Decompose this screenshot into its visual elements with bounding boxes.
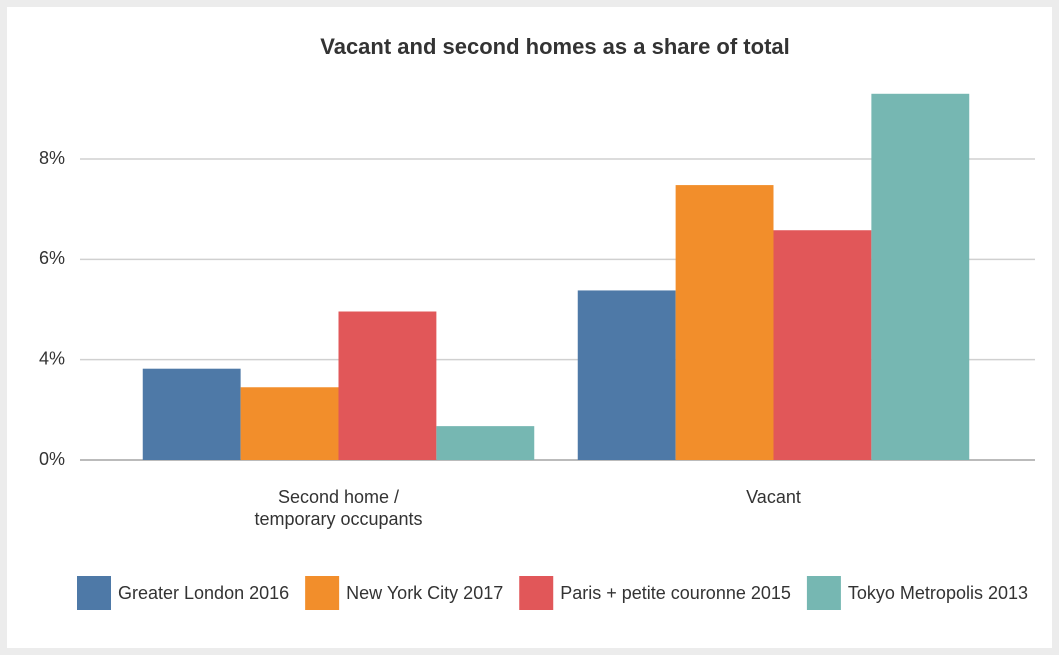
bar	[338, 311, 437, 460]
legend-swatch	[77, 576, 111, 610]
chart-title: Vacant and second homes as a share of to…	[320, 34, 790, 59]
legend-label: Paris + petite couronne 2015	[560, 583, 791, 603]
bar	[436, 426, 535, 460]
y-tick-label: 0%	[39, 449, 65, 469]
legend-swatch	[305, 576, 340, 610]
legend-label: New York City 2017	[346, 583, 503, 603]
legend-swatch	[519, 576, 554, 610]
y-tick-label: 8%	[39, 148, 65, 168]
legend-label: Greater London 2016	[118, 583, 289, 603]
bar	[871, 93, 970, 461]
bar	[142, 368, 241, 460]
bar	[675, 185, 774, 460]
x-tick-label: Second home / temporary occupants	[254, 487, 423, 529]
x-tick-label: Vacant	[746, 487, 801, 507]
y-tick-label: 6%	[39, 248, 65, 268]
legend-swatch	[806, 576, 841, 610]
bar	[577, 290, 676, 460]
legend-label: Tokyo Metropolis 2013	[848, 583, 1028, 603]
bar	[773, 230, 872, 460]
bar	[240, 387, 339, 460]
y-tick-label: 4%	[39, 348, 65, 368]
